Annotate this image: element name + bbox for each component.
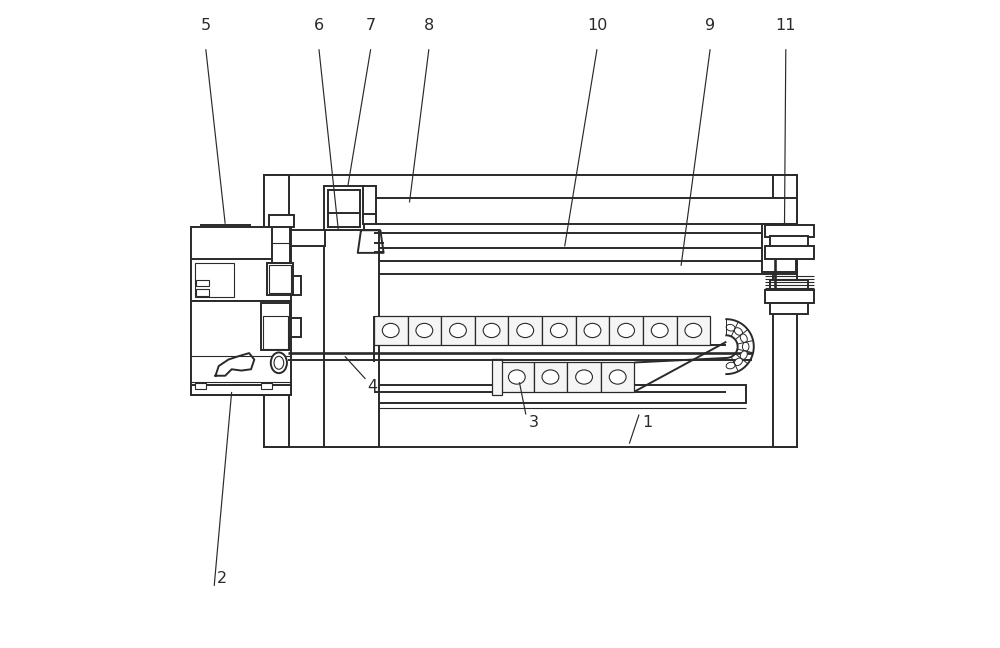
FancyBboxPatch shape [328, 189, 360, 227]
Text: 9: 9 [705, 18, 715, 33]
Text: 3: 3 [529, 415, 539, 430]
FancyBboxPatch shape [475, 316, 508, 345]
Text: 1: 1 [642, 415, 653, 430]
FancyBboxPatch shape [195, 384, 206, 389]
Ellipse shape [740, 351, 747, 360]
Ellipse shape [542, 370, 559, 384]
FancyBboxPatch shape [576, 316, 609, 345]
FancyBboxPatch shape [643, 316, 677, 345]
FancyBboxPatch shape [285, 318, 301, 337]
Ellipse shape [651, 323, 668, 338]
FancyBboxPatch shape [263, 316, 288, 349]
FancyBboxPatch shape [773, 175, 797, 447]
FancyBboxPatch shape [206, 280, 245, 292]
FancyBboxPatch shape [269, 215, 294, 227]
FancyBboxPatch shape [285, 275, 301, 295]
Text: 11: 11 [776, 18, 796, 33]
Ellipse shape [517, 323, 534, 338]
FancyBboxPatch shape [191, 386, 291, 395]
FancyBboxPatch shape [492, 359, 502, 395]
FancyBboxPatch shape [374, 316, 408, 345]
FancyBboxPatch shape [765, 246, 814, 259]
FancyBboxPatch shape [191, 301, 291, 395]
FancyBboxPatch shape [261, 303, 290, 350]
FancyBboxPatch shape [196, 280, 209, 286]
FancyBboxPatch shape [770, 236, 808, 248]
FancyBboxPatch shape [264, 175, 797, 447]
FancyBboxPatch shape [408, 316, 441, 345]
FancyBboxPatch shape [765, 290, 814, 303]
FancyBboxPatch shape [191, 227, 291, 301]
Ellipse shape [726, 325, 735, 331]
Text: 2: 2 [217, 571, 227, 586]
Ellipse shape [734, 328, 742, 335]
FancyBboxPatch shape [264, 175, 289, 447]
Text: 6: 6 [314, 18, 324, 33]
FancyBboxPatch shape [272, 224, 290, 262]
Ellipse shape [416, 323, 433, 338]
Ellipse shape [726, 362, 735, 369]
FancyBboxPatch shape [269, 264, 291, 293]
FancyBboxPatch shape [601, 362, 634, 391]
FancyBboxPatch shape [500, 362, 534, 391]
Ellipse shape [740, 334, 747, 343]
Ellipse shape [483, 323, 500, 338]
FancyBboxPatch shape [201, 290, 250, 303]
Ellipse shape [450, 323, 466, 338]
Ellipse shape [584, 323, 601, 338]
FancyBboxPatch shape [508, 316, 542, 345]
FancyBboxPatch shape [285, 230, 325, 246]
FancyBboxPatch shape [363, 214, 376, 224]
FancyBboxPatch shape [206, 236, 245, 248]
FancyBboxPatch shape [201, 246, 250, 259]
FancyBboxPatch shape [261, 384, 272, 389]
FancyBboxPatch shape [324, 186, 364, 230]
FancyBboxPatch shape [374, 385, 746, 403]
FancyBboxPatch shape [770, 303, 808, 314]
FancyBboxPatch shape [770, 280, 808, 292]
FancyBboxPatch shape [765, 225, 814, 237]
Ellipse shape [742, 342, 749, 351]
Ellipse shape [734, 358, 742, 365]
Text: 7: 7 [366, 18, 376, 33]
Ellipse shape [271, 353, 287, 373]
FancyBboxPatch shape [201, 225, 250, 237]
Ellipse shape [618, 323, 634, 338]
Text: 5: 5 [201, 18, 211, 33]
FancyBboxPatch shape [762, 224, 796, 272]
Ellipse shape [685, 323, 702, 338]
FancyBboxPatch shape [374, 198, 797, 224]
FancyBboxPatch shape [206, 303, 245, 314]
Text: 4: 4 [367, 379, 378, 394]
Text: 8: 8 [424, 18, 434, 33]
FancyBboxPatch shape [195, 263, 234, 297]
Ellipse shape [508, 370, 525, 384]
FancyBboxPatch shape [363, 186, 376, 216]
FancyBboxPatch shape [609, 316, 643, 345]
Ellipse shape [576, 370, 592, 384]
Ellipse shape [274, 356, 284, 369]
FancyBboxPatch shape [534, 362, 567, 391]
FancyBboxPatch shape [677, 316, 710, 345]
Ellipse shape [382, 323, 399, 338]
FancyBboxPatch shape [196, 289, 209, 295]
FancyBboxPatch shape [441, 316, 475, 345]
Text: 10: 10 [587, 18, 607, 33]
FancyBboxPatch shape [267, 262, 293, 295]
Ellipse shape [550, 323, 567, 338]
FancyBboxPatch shape [567, 362, 601, 391]
FancyBboxPatch shape [324, 230, 379, 447]
Ellipse shape [609, 370, 626, 384]
FancyBboxPatch shape [542, 316, 576, 345]
